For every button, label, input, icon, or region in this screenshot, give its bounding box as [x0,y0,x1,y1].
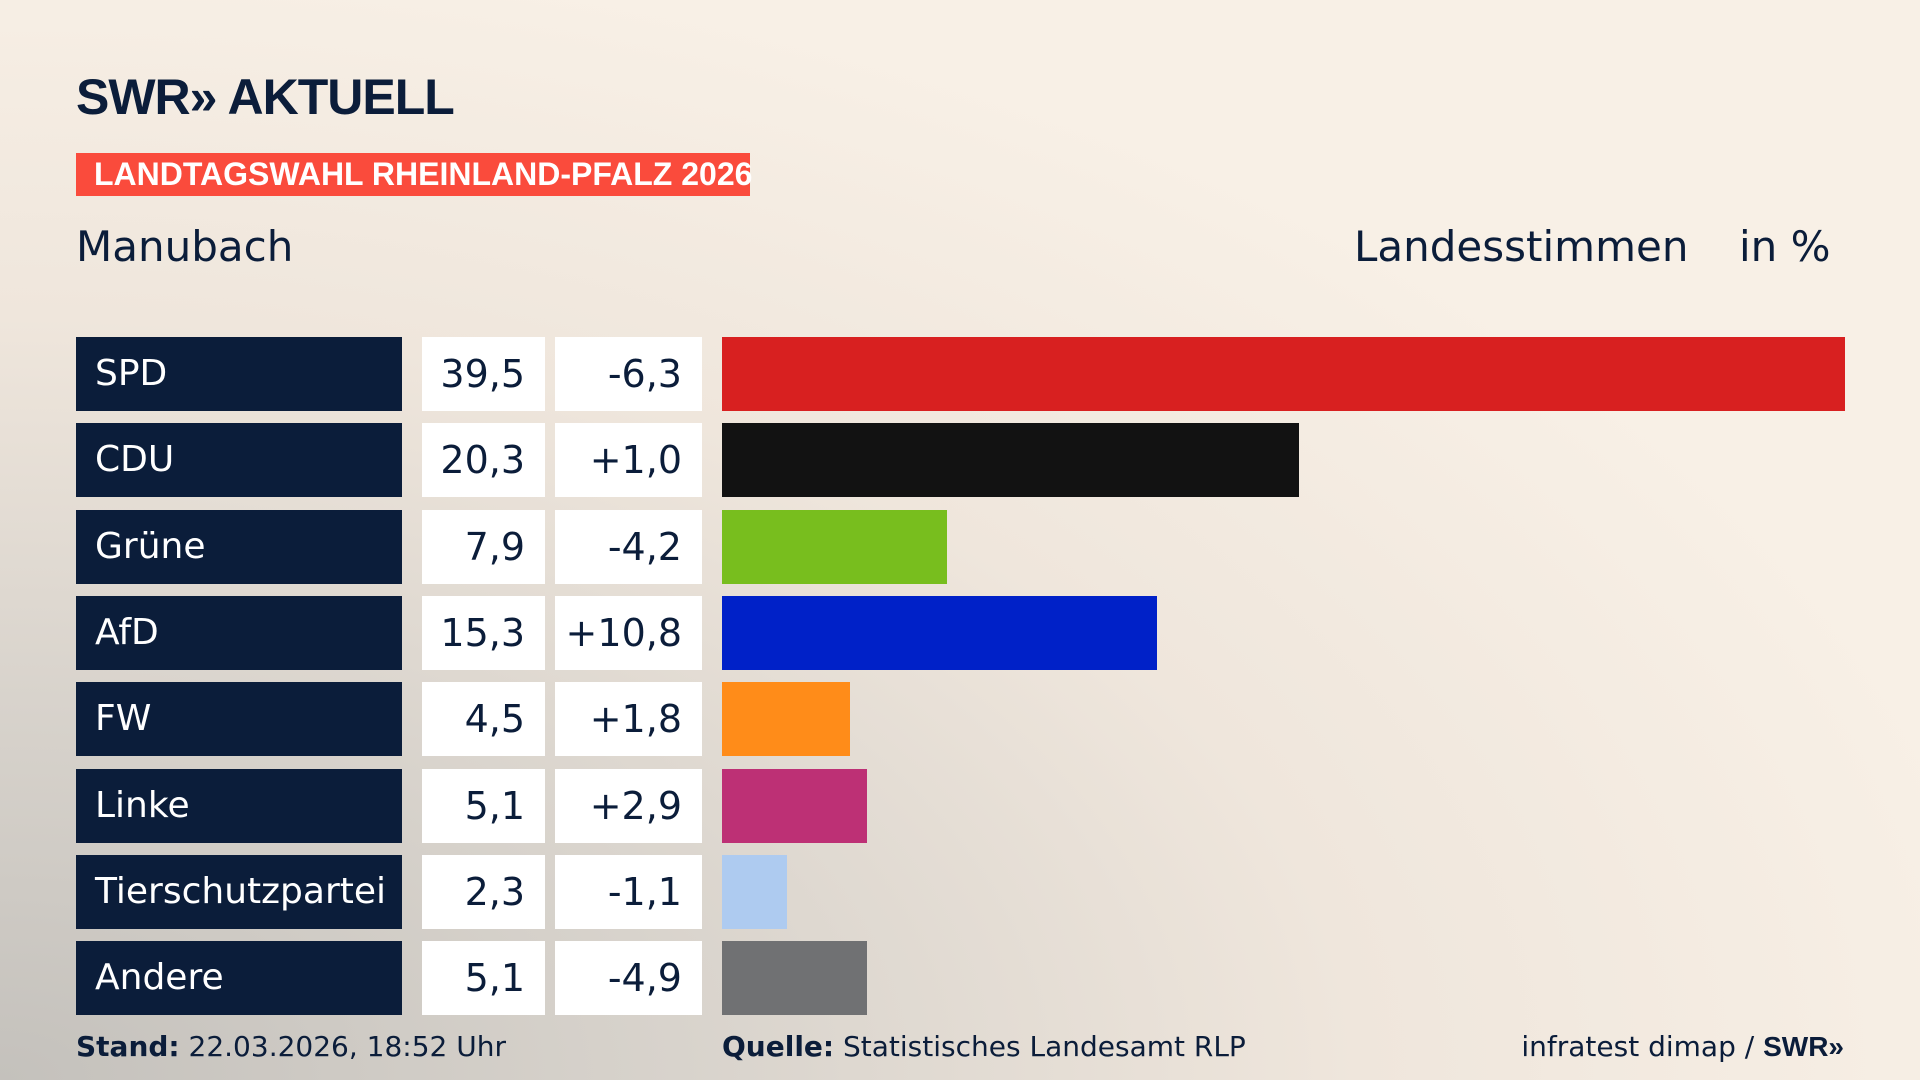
stand-value: 22.03.2026, 18:52 Uhr [188,1030,506,1063]
vote-share: 20,3 [422,423,545,498]
vote-share: 4,5 [422,682,545,757]
party-bar [722,682,850,757]
vote-change: -6,3 [555,337,702,411]
vote-change: +10,8 [555,595,702,670]
vote-share: 7,9 [422,509,545,584]
vote-share: 39,5 [422,337,545,411]
party-bar [722,854,788,929]
vote-share: 5,1 [422,941,545,1016]
credit-text: infratest dimap / [1521,1030,1764,1063]
party-name: Grüne [76,509,402,584]
party-name: FW [76,682,402,757]
source-value: Statistisches Landesamt RLP [843,1030,1246,1063]
stand-label: Stand: [76,1030,180,1063]
vote-change: -1,1 [555,854,702,929]
party-name: SPD [76,337,402,411]
party-name: AfD [76,595,402,670]
party-name: CDU [76,423,402,498]
vote-change: -4,9 [555,941,702,1016]
party-bar [722,768,867,843]
source-label: Quelle: [722,1030,835,1063]
vote-change: +1,0 [555,423,702,498]
party-bar [722,941,867,1016]
unit-label: in % [1739,222,1831,271]
party-bar [722,337,1845,411]
party-bar [722,595,1157,670]
vote-share: 5,1 [422,768,545,843]
source: Quelle: Statistisches Landesamt RLP [722,1030,1246,1063]
party-name: Linke [76,768,402,843]
party-name: Tierschutzpartei [76,854,402,929]
timestamp: Stand: 22.03.2026, 18:52 Uhr [76,1030,506,1063]
credit: infratest dimap / SWR» [1521,1030,1844,1063]
swr-aktuell-logo: SWR» AKTUELL [76,69,455,125]
vote-share: 15,3 [422,595,545,670]
party-name: Andere [76,941,402,1016]
location-title: Manubach [76,222,294,271]
vote-change: +1,8 [555,682,702,757]
vote-change: -4,2 [555,509,702,584]
metric-label: Landesstimmen [1354,222,1689,271]
swr-logo: SWR» [1763,1031,1844,1062]
election-banner: LANDTAGSWAHL RHEINLAND-PFALZ 2026 [76,153,752,196]
party-bar [722,509,947,584]
party-bar [722,423,1300,498]
vote-share: 2,3 [422,854,545,929]
vote-change: +2,9 [555,768,702,843]
